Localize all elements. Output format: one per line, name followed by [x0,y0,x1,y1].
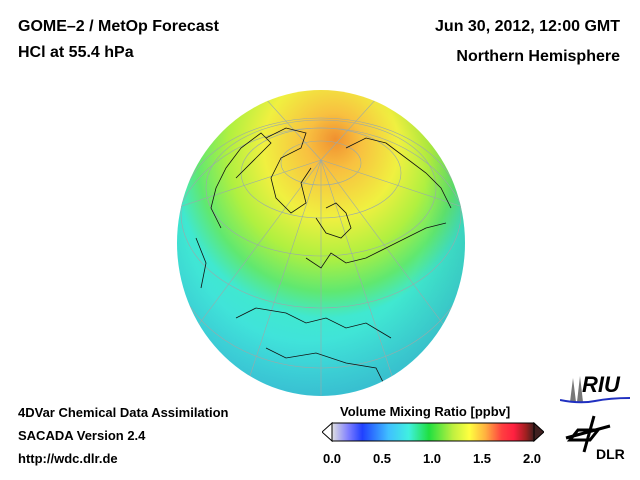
species-label: HCl at 55.4 hPa [18,44,134,61]
colorbar-over-arrow [533,422,544,442]
colorbar-tick: 1.0 [422,451,442,466]
footer-line1: 4DVar Chemical Data Assimilation [18,405,229,420]
cathedral-icon [570,376,583,402]
colorbar-tick: 0.5 [372,451,392,466]
graticule [177,90,465,396]
coastlines [195,127,452,389]
colorbar-tick: 2.0 [522,451,542,466]
dlr-emblem-icon [565,415,611,453]
colorbar-tick: 1.5 [472,451,492,466]
footer-link[interactable]: http://wdc.dlr.de [18,451,118,466]
colorbar-title: Volume Mixing Ratio [ppbv] [340,404,511,419]
riu-text: RIU [582,372,620,397]
dlr-text: DLR [596,446,625,462]
map-title: GOME–2 / MetOp Forecast [18,18,219,35]
wave-icon [560,397,630,404]
region-label: Northern Hemisphere [456,48,620,65]
colorbar-ramp [331,422,535,442]
footer-line2: SACADA Version 2.4 [18,428,146,443]
riu-logo: RIU [560,372,630,406]
colorbar-tick: 0.0 [322,451,342,466]
dlr-logo: DLR [564,414,630,464]
colorbar [322,422,544,442]
globe-map [177,90,465,396]
datetime-label: Jun 30, 2012, 12:00 GMT [435,18,620,35]
colorbar-under-arrow [322,422,333,442]
